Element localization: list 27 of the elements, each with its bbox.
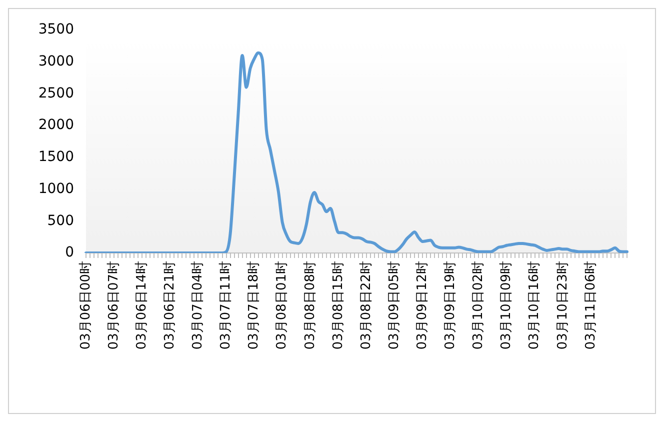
y-tick-label: 500: [47, 212, 74, 229]
y-tick-label: 0: [65, 244, 74, 261]
x-tick-label: 03月09日19时: [443, 261, 458, 350]
y-tick-label: 1000: [38, 180, 74, 197]
y-tick-label: 2500: [38, 85, 74, 102]
y-tick-label: 1500: [38, 149, 74, 166]
x-tick-label: 03月06日07时: [106, 261, 122, 350]
x-tick-label: 03月09日12时: [414, 261, 430, 350]
x-tick-label: 03月07日04时: [190, 261, 206, 350]
x-tick-label: 03月10日02时: [471, 261, 486, 350]
x-tick-label: 03月09日05时: [386, 261, 402, 350]
x-tick-label: 03月07日18时: [246, 261, 262, 350]
x-tick-label: 03月10日09时: [499, 261, 514, 350]
y-tick-label: 2000: [38, 117, 74, 134]
y-tick-label: 3500: [38, 22, 74, 38]
y-tick-label: 3000: [38, 54, 74, 70]
x-tick-label: 03月06日00时: [78, 261, 94, 350]
x-tick-label: 03月08日08时: [302, 261, 318, 350]
x-tick-label: 03月10日23时: [555, 261, 570, 350]
x-tick-label: 03月07日11时: [218, 261, 234, 350]
x-tick-label: 03月10日16时: [527, 261, 542, 350]
x-tick-label: 03月08日22时: [358, 261, 374, 350]
x-tick-label: 03月06日21时: [162, 261, 178, 350]
x-tick-label: 03月11日06时: [583, 261, 598, 350]
x-tick-label: 03月06日14时: [134, 261, 150, 350]
x-tick-label: 03月08日01时: [274, 261, 290, 350]
x-tick-label: 03月08日15时: [330, 261, 346, 350]
